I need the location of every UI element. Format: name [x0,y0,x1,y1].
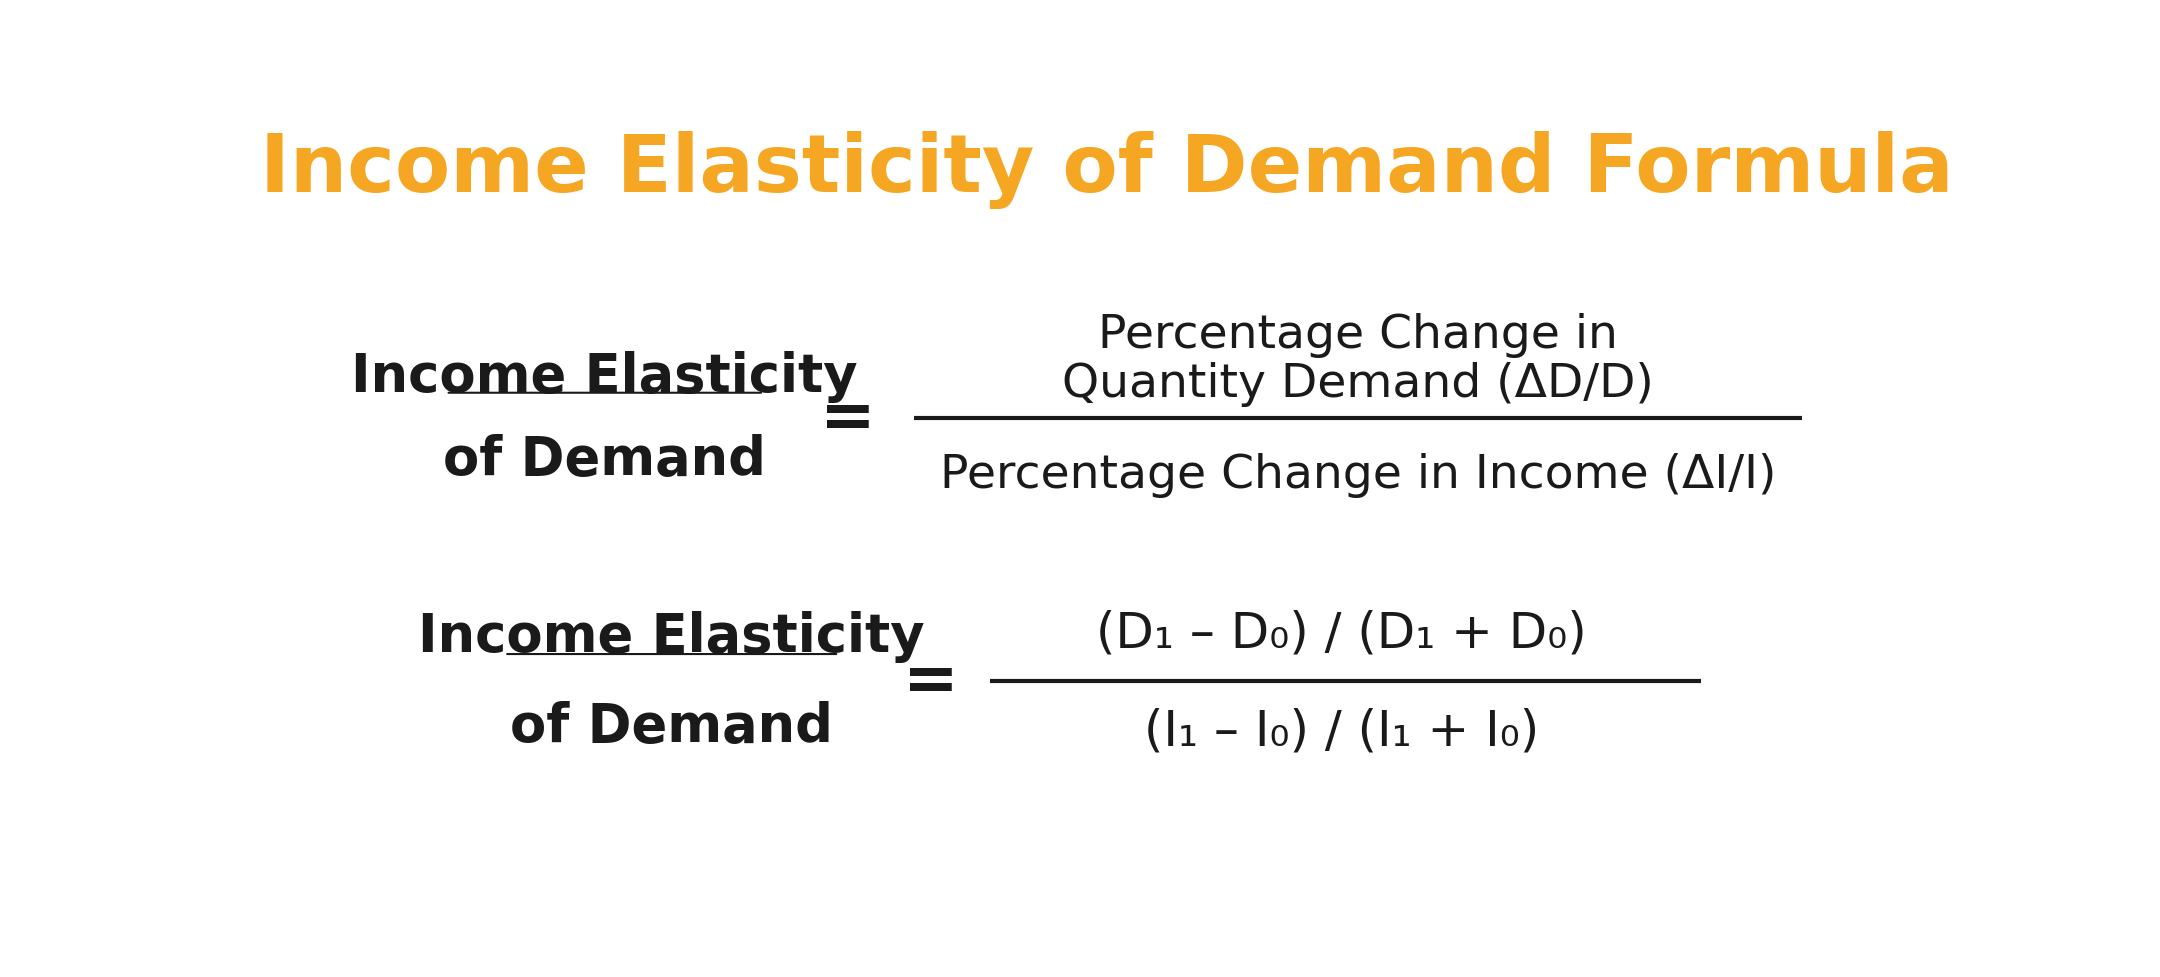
Text: =: = [903,649,959,714]
Text: of Demand: of Demand [510,701,834,752]
Text: of Demand: of Demand [443,434,767,486]
Text: Income Elasticity: Income Elasticity [352,351,858,403]
Text: =: = [819,385,875,451]
Text: Percentage Change in: Percentage Change in [1097,313,1618,358]
Text: (I₁ – I₀) / (I₁ + I₀): (I₁ – I₀) / (I₁ + I₀) [1145,706,1538,754]
Text: Income Elasticity: Income Elasticity [419,611,924,662]
Text: Percentage Change in Income (ΔI/I): Percentage Change in Income (ΔI/I) [940,452,1776,497]
Text: (D₁ – D₀) / (D₁ + D₀): (D₁ – D₀) / (D₁ + D₀) [1095,609,1588,657]
Text: Income Elasticity of Demand Formula: Income Elasticity of Demand Formula [259,131,1955,209]
Text: Quantity Demand (ΔD/D): Quantity Demand (ΔD/D) [1063,361,1655,406]
